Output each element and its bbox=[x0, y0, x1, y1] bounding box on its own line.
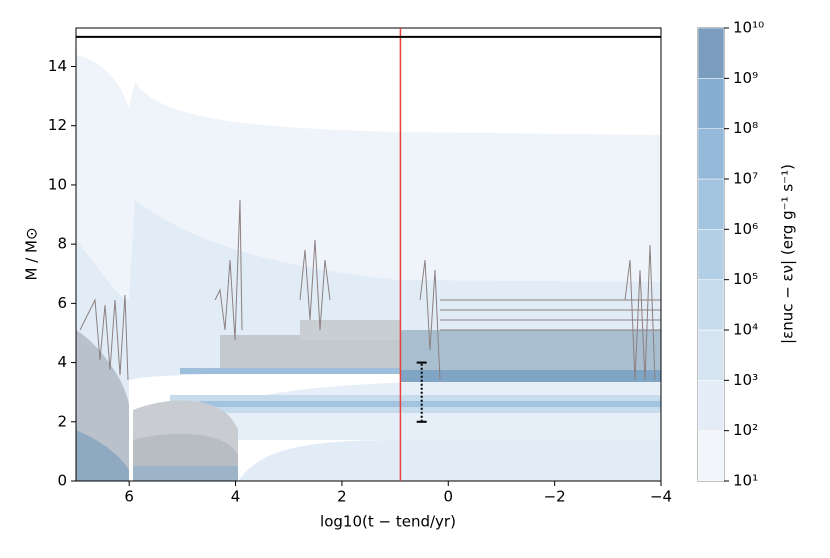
region bbox=[300, 320, 400, 340]
x-tick-label: 2 bbox=[337, 488, 347, 506]
colorbar-tick-label: 10⁶ bbox=[733, 220, 758, 238]
colorbar-tick-label: 10² bbox=[733, 421, 758, 439]
y-tick-label: 12 bbox=[48, 116, 67, 134]
colorbar-band bbox=[697, 78, 725, 129]
colorbar-tick-label: 10⁴ bbox=[733, 321, 758, 339]
colorbar-band bbox=[697, 430, 725, 482]
colorbar-band bbox=[697, 178, 725, 230]
colorbar-tick-label: 10⁹ bbox=[733, 69, 758, 87]
colorbar-band bbox=[697, 279, 725, 331]
colorbar-tick-label: 10⁸ bbox=[733, 119, 758, 137]
x-tick-label: 6 bbox=[124, 488, 134, 506]
x-tick-label: 0 bbox=[443, 488, 453, 506]
region bbox=[220, 335, 400, 373]
colorbar-tick-label: 10¹⁰ bbox=[733, 19, 764, 37]
x-tick-label: −4 bbox=[650, 488, 672, 506]
contours bbox=[76, 55, 661, 481]
x-tick-label: 4 bbox=[231, 488, 241, 506]
y-tick-label: 10 bbox=[48, 175, 67, 193]
y-tick-label: 4 bbox=[57, 353, 67, 371]
colorbar-band bbox=[697, 380, 725, 431]
y-tick-label: 0 bbox=[57, 472, 67, 490]
colorbar-band bbox=[697, 329, 725, 381]
region bbox=[400, 370, 661, 382]
region bbox=[200, 401, 661, 407]
colorbar-band bbox=[697, 229, 725, 280]
y-tick-label: 8 bbox=[57, 235, 67, 253]
region bbox=[76, 430, 129, 481]
colorbar-label: |εnuc − εν| (erg g⁻¹ s⁻¹) bbox=[779, 164, 797, 344]
colorbar-band bbox=[697, 128, 725, 180]
colorbar-band bbox=[697, 27, 725, 79]
y-axis-label: M / M⊙ bbox=[23, 227, 41, 280]
colorbar-tick-label: 10¹ bbox=[733, 472, 758, 490]
colorbar-tick-label: 10³ bbox=[733, 371, 758, 389]
colorbar-tick-label: 10⁵ bbox=[733, 270, 758, 288]
x-axis-label: log10(t − tend/yr) bbox=[320, 513, 456, 531]
mixing-hatch bbox=[79, 199, 661, 381]
x-tick-label: −2 bbox=[544, 488, 566, 506]
y-tick-label: 6 bbox=[57, 294, 67, 312]
region bbox=[180, 368, 400, 374]
plot-frame bbox=[75, 27, 662, 482]
region bbox=[133, 466, 238, 481]
y-tick-label: 14 bbox=[48, 57, 67, 75]
y-tick-label: 2 bbox=[57, 412, 67, 430]
colorbar-tick-label: 10⁷ bbox=[733, 170, 758, 188]
